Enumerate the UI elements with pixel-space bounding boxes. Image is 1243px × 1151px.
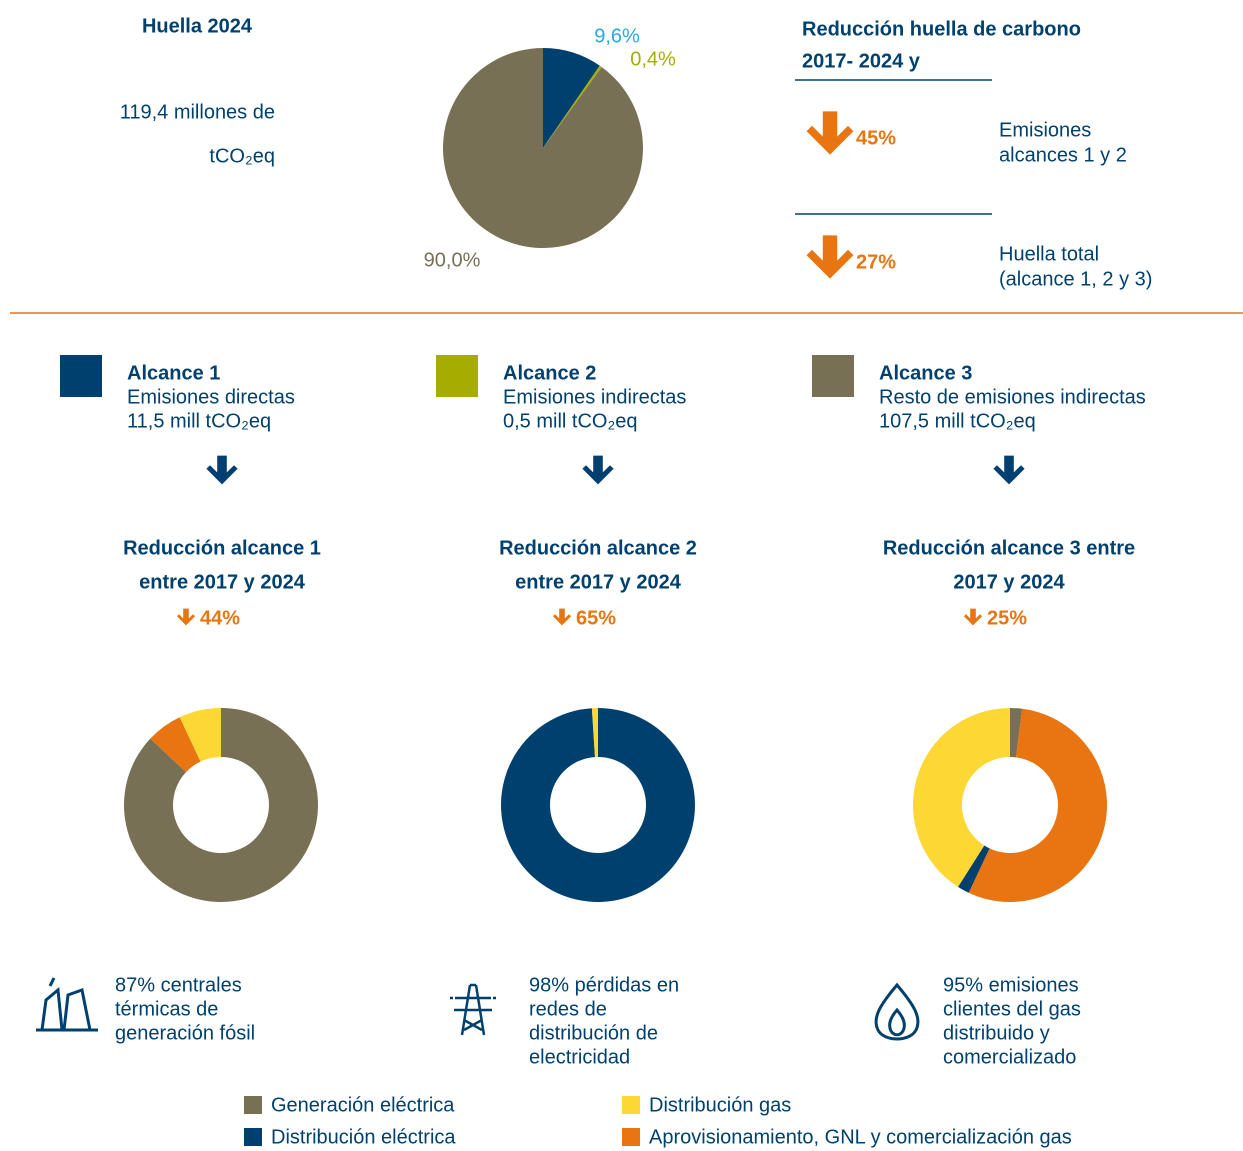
scope-reduction-title: 2017 y 2024 [953, 571, 1065, 593]
scope-title: Alcance 2 [503, 362, 596, 384]
scope-text: 107,5 mill tCO₂eq [879, 410, 1036, 432]
reduction-label: Emisiones [999, 119, 1091, 141]
reduction-value: 27% [856, 251, 896, 273]
scope-note: redes de [529, 998, 607, 1020]
scope-swatch [436, 355, 478, 397]
pie-slice [543, 65, 602, 148]
donut-slice [124, 708, 319, 903]
scope-title: Alcance 1 [127, 362, 220, 384]
scope-reduction-title: Reducción alcance 3 entre [883, 537, 1135, 559]
scope-title: Alcance 3 [879, 362, 972, 384]
flame-icon [874, 982, 920, 1041]
scope-note: electricidad [529, 1046, 630, 1068]
scope-reduction-title: Reducción alcance 2 [499, 537, 697, 559]
scope-note: distribuido y [943, 1022, 1050, 1044]
legend-label: Distribución gas [649, 1094, 791, 1116]
legend-label: Distribución eléctrica [271, 1126, 456, 1148]
scope-reduction: 25% [987, 607, 1027, 629]
legend-label: Generación eléctrica [271, 1094, 455, 1116]
scope-text: Resto de emisiones indirectas [879, 386, 1146, 408]
donut-slice [958, 845, 990, 893]
scope-arrow [993, 455, 1025, 485]
scope-text: Emisiones directas [127, 386, 295, 408]
footprint-text: 119,4 millones de [120, 101, 275, 123]
pie-slice [543, 48, 600, 148]
donut-slice [968, 708, 1107, 902]
donut-slice [591, 708, 598, 758]
donut-slice [912, 708, 1010, 887]
legend-swatch [622, 1096, 640, 1114]
footprint-text: tCO₂eq [209, 145, 275, 167]
donut-slice [500, 708, 695, 902]
slice-label: 9,6% [594, 25, 640, 47]
scope-note: térmicas de [115, 998, 218, 1020]
reduction-arrow [806, 235, 854, 279]
pie-slice [443, 48, 643, 249]
scope-note: 95% emisiones [943, 974, 1079, 996]
scope-arrow [582, 455, 614, 485]
scope-arrow [206, 455, 238, 485]
legend-swatch [244, 1128, 262, 1146]
slice-label: 0,4% [630, 48, 676, 70]
scope-reduction-title: entre 2017 y 2024 [139, 571, 306, 593]
scope-note: comercializado [943, 1046, 1076, 1068]
slice-label: 90,0% [424, 249, 481, 271]
reduction-label: (alcance 1, 2 y 3) [999, 268, 1152, 290]
donut-slice [1010, 708, 1023, 758]
donut-slice [179, 708, 221, 762]
scope-reduction-title: entre 2017 y 2024 [515, 571, 682, 593]
scope-text: Emisiones indirectas [503, 386, 686, 408]
reduction-label: alcances 1 y 2 [999, 144, 1127, 166]
legend-label: Aprovisionamiento, GNL y comercializació… [649, 1126, 1072, 1148]
scope-reduction: 65% [576, 607, 616, 629]
scope-swatch [60, 355, 102, 397]
reduction-arrow [806, 111, 854, 155]
scope-reduction: 44% [200, 607, 240, 629]
tower-icon [450, 983, 496, 1036]
scope-note: generación fósil [115, 1022, 255, 1044]
scope-note: 87% centrales [115, 974, 242, 996]
scope-reduction-arrow [552, 608, 572, 626]
scope-note: distribución de [529, 1022, 658, 1044]
donut-slice [150, 717, 201, 773]
scope-note: 98% pérdidas en [529, 974, 679, 996]
scope-note: clientes del gas [943, 998, 1081, 1020]
reduction-value: 45% [856, 127, 896, 149]
footprint-title: Huella 2024 [142, 15, 253, 37]
plant-icon [36, 977, 98, 1032]
legend-swatch [622, 1128, 640, 1146]
legend-swatch [244, 1096, 262, 1114]
scope-reduction-arrow [963, 608, 983, 626]
reduction-title: Reducción huella de carbono [802, 18, 1081, 40]
scope-reduction-title: Reducción alcance 1 [123, 537, 321, 559]
scope-text: 11,5 mill tCO₂eq [127, 410, 271, 432]
scope-reduction-arrow [176, 608, 196, 626]
reduction-title: 2017- 2024 y [802, 50, 921, 72]
scope-text: 0,5 mill tCO₂eq [503, 410, 637, 432]
scope-swatch [812, 355, 854, 397]
reduction-label: Huella total [999, 243, 1099, 265]
